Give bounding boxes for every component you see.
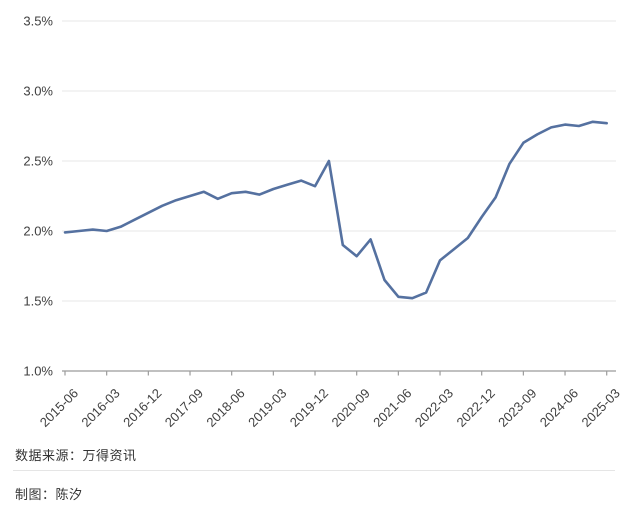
footer-divider: [13, 470, 615, 471]
y-axis-label: 3.5%: [23, 14, 53, 29]
x-axis-label: 2019-03: [245, 386, 289, 430]
chart-footer: 数据来源：万得资讯 制图：陈汐: [0, 445, 630, 503]
x-axis-label: 2025-03: [578, 386, 622, 430]
x-axis-label: 2022-12: [453, 386, 497, 430]
x-axis-label: 2016-12: [120, 386, 164, 430]
x-axis-label: 2018-06: [203, 386, 247, 430]
x-axis-label: 2024-06: [537, 386, 581, 430]
x-axis-label: 2019-12: [287, 386, 331, 430]
x-axis-label: 2015-06: [37, 386, 81, 430]
data-series-line: [63, 120, 609, 300]
y-axis-label: 1.5%: [23, 294, 53, 309]
chart-credit-note: 制图：陈汐: [15, 487, 83, 502]
y-axis-label: 3.0%: [23, 84, 53, 99]
y-axis-label: 2.0%: [23, 224, 53, 239]
x-axis-label: 2020-09: [328, 386, 372, 430]
y-axis-label: 2.5%: [23, 154, 53, 169]
y-axis-label: 1.0%: [23, 364, 53, 379]
data-source-note: 数据来源：万得资讯: [15, 448, 137, 463]
dividend-yield-line-chart: 3.5%3.0%2.5%2.0%1.5%1.0%2015-062016-0320…: [23, 14, 622, 430]
x-axis-label: 2021-06: [370, 386, 414, 430]
x-axis-label: 2023-09: [495, 386, 539, 430]
x-axis-label: 2017-09: [162, 386, 206, 430]
x-axis-label: 2016-03: [78, 386, 122, 430]
x-axis-label: 2022-03: [412, 386, 456, 430]
